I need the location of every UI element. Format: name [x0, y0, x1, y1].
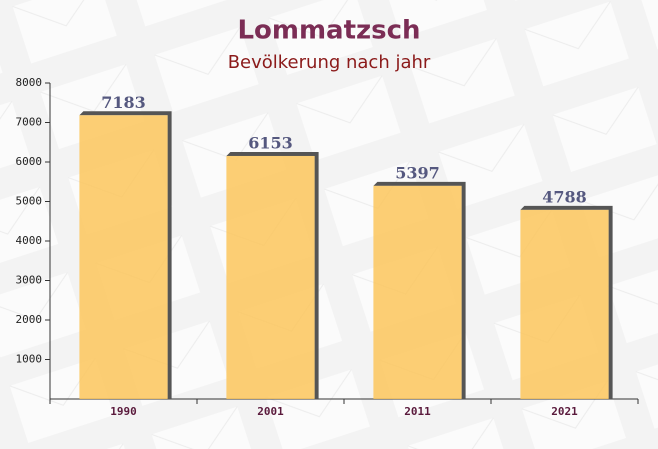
bar [226, 155, 315, 399]
x-tick-label: 1990 [110, 405, 137, 418]
y-tick-label: 6000 [16, 155, 43, 168]
x-tick-label: 2011 [404, 405, 431, 418]
y-tick-label: 4000 [16, 234, 43, 247]
value-label: 6153 [248, 133, 293, 152]
x-tick-label: 2021 [551, 405, 578, 418]
y-tick-label: 3000 [16, 274, 43, 287]
y-tick-label: 8000 [16, 76, 43, 89]
value-label: 4788 [542, 187, 587, 206]
bar [520, 209, 609, 399]
bar [79, 115, 168, 400]
y-tick-label: 5000 [16, 195, 43, 208]
chart-title: Lommatzsch [237, 16, 420, 46]
y-tick-label: 7000 [16, 116, 43, 129]
y-tick-label: 1000 [16, 353, 43, 366]
x-tick-label: 2001 [257, 405, 284, 418]
value-label: 7183 [101, 93, 146, 112]
value-label: 5397 [395, 163, 440, 182]
chart-subtitle: Bevölkerung nach jahr [228, 52, 431, 73]
y-tick-label: 2000 [16, 313, 43, 326]
bar [373, 185, 462, 399]
